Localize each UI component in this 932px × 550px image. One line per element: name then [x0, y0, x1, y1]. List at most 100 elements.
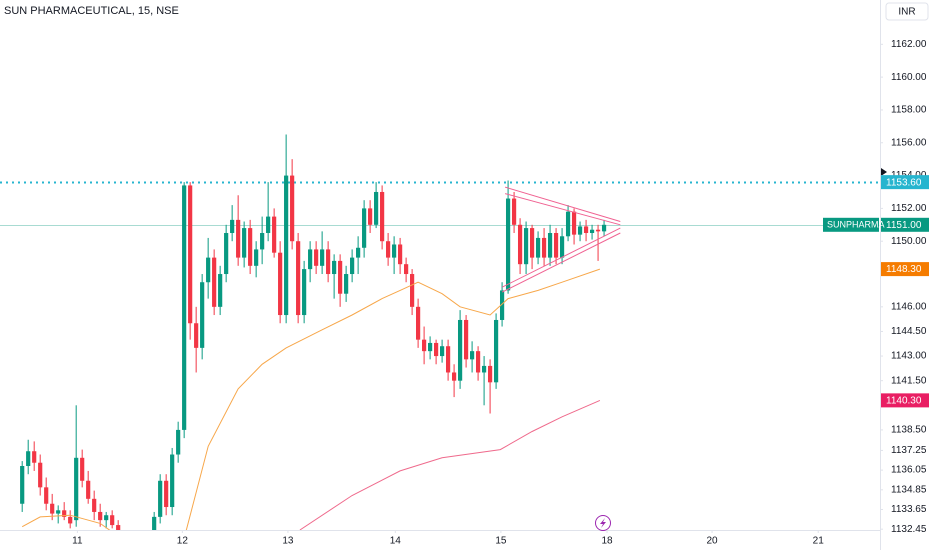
candle-body	[266, 216, 271, 234]
candle-body	[80, 457, 85, 481]
y-tick-label: 1150.00	[891, 236, 927, 247]
price-badge: 1148.30	[881, 262, 929, 277]
candle-body	[110, 515, 115, 526]
badge-label: 1148.30	[886, 264, 922, 275]
candle-body	[50, 503, 55, 514]
y-tick-label: 1132.45	[891, 524, 927, 535]
candle-body	[320, 249, 325, 266]
indicator-line	[21, 268, 601, 530]
candle-body	[356, 247, 361, 258]
y-tick-label: 1138.50	[891, 425, 927, 436]
y-tick-label: 1146.00	[891, 301, 927, 312]
price-badge: 1140.30	[881, 393, 929, 408]
candle-body	[26, 451, 31, 467]
chart-title: SUN PHARMACEUTICAL, 15, NSE	[4, 5, 179, 17]
indicator-line	[299, 399, 601, 530]
candle-body	[68, 516, 73, 524]
indicator-line	[501, 232, 621, 293]
candle-body	[434, 342, 439, 357]
x-tick-label: 11	[72, 536, 83, 547]
candle-body	[206, 257, 211, 283]
badge-box	[881, 262, 929, 277]
candle-body	[410, 274, 415, 307]
candle-body	[182, 185, 187, 430]
candle-body	[194, 323, 199, 348]
candle-body	[128, 545, 132, 547]
candle-body	[571, 211, 577, 235]
candle-body	[583, 226, 589, 234]
candle-body	[296, 241, 301, 316]
candle-body	[338, 260, 343, 294]
candle-body	[212, 257, 217, 307]
candle-body	[230, 219, 235, 234]
candle-body	[308, 249, 313, 270]
x-tick-label: 18	[601, 536, 613, 547]
candle-body	[140, 541, 144, 543]
candle-body	[547, 233, 553, 258]
candle-body	[326, 249, 331, 275]
candle-body	[595, 229, 601, 232]
x-tick-label: 12	[177, 536, 189, 547]
candle-body	[529, 228, 535, 258]
candle-body	[481, 365, 487, 373]
y-tick-label: 1144.50	[891, 326, 927, 337]
candle-body	[511, 198, 517, 225]
candle-body	[451, 372, 457, 381]
candle-body	[559, 236, 565, 258]
y-tick-label: 1137.25	[891, 445, 927, 456]
candle-body	[475, 351, 481, 373]
candle-body	[332, 260, 337, 275]
candle-body	[158, 480, 163, 517]
symbol-box	[823, 217, 879, 232]
candle-body	[176, 429, 181, 455]
x-tick-label: 15	[495, 536, 507, 547]
candle-body	[523, 228, 529, 265]
symbol-label: SUNPHARMA	[827, 220, 885, 230]
candle-body	[164, 480, 169, 508]
currency-box[interactable]	[885, 2, 929, 21]
candle-body	[601, 224, 607, 232]
candle-body	[392, 244, 397, 258]
candle-body	[38, 462, 43, 488]
y-tick-label: 1133.65	[891, 504, 927, 515]
candle-body	[404, 264, 409, 275]
y-tick-label: 1156.00	[891, 137, 927, 148]
candle-body	[98, 511, 103, 521]
badge-box	[881, 393, 929, 408]
indicator-line	[504, 193, 621, 226]
candle-body	[116, 525, 121, 530]
badge-label: 1151.00	[886, 220, 922, 231]
candle-body	[260, 233, 265, 250]
candle-body	[374, 191, 379, 225]
indicator-line	[504, 186, 621, 222]
candle-body	[152, 516, 157, 530]
candle-body	[445, 346, 451, 373]
candle-body	[242, 228, 247, 258]
event-bolt	[600, 518, 606, 528]
candle-body	[416, 306, 421, 340]
y-tick-label: 1143.00	[891, 351, 927, 362]
candle-body	[134, 543, 138, 546]
candle-body	[44, 487, 49, 504]
x-tick-label: 21	[813, 536, 825, 547]
x-tick-label: 14	[390, 536, 402, 547]
candle-body	[553, 233, 559, 258]
candle-body	[236, 219, 241, 258]
x-tick-label: 13	[282, 536, 294, 547]
candle-body	[62, 510, 67, 517]
candle-body	[314, 249, 319, 266]
candle-body	[440, 346, 445, 357]
plot-area	[0, 134, 880, 547]
candle-body	[254, 249, 259, 266]
candle-body	[86, 480, 91, 499]
candle-body	[218, 274, 223, 307]
candle-body	[535, 237, 541, 258]
candle-body	[380, 191, 385, 242]
candle-body	[350, 257, 355, 275]
candle-body	[422, 339, 427, 352]
candle-body	[56, 510, 61, 514]
candle-body	[224, 233, 229, 275]
badge-label: 1140.30	[886, 396, 922, 407]
